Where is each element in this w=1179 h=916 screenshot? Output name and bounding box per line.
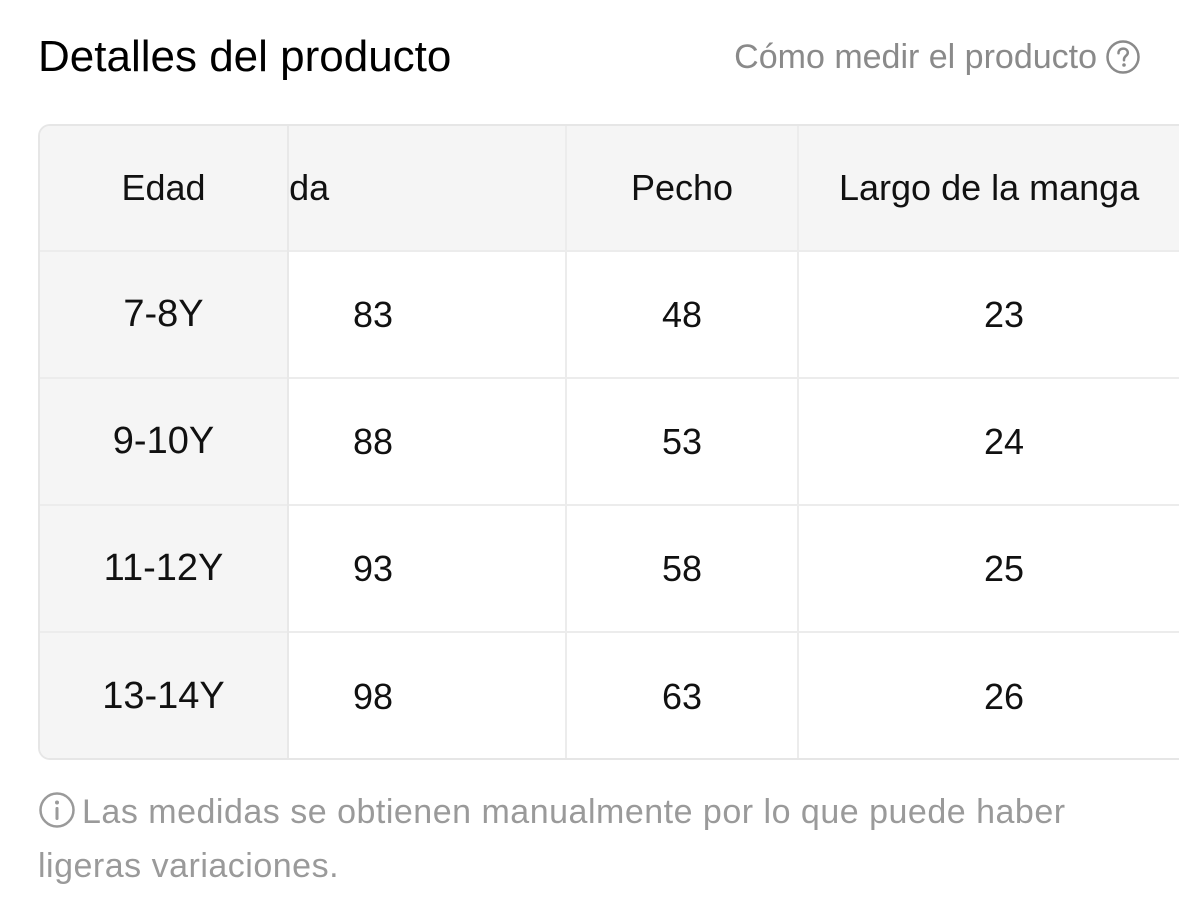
column-divider	[565, 126, 567, 758]
sleeve-length-cell: 23	[799, 252, 1179, 379]
skirt-length-cell: 83	[289, 252, 565, 379]
skirt-length-cell: 98	[353, 675, 394, 717]
how-to-measure-link[interactable]: Cómo medir el producto	[734, 36, 1141, 78]
column-divider	[797, 126, 799, 758]
skirt-length-cell: 88	[289, 379, 565, 506]
chest-cell: 58	[567, 506, 797, 633]
page-title: Detalles del producto	[38, 32, 452, 81]
size-table[interactable]: Edad 7-8Y 9-10Y 11-12Y 13-14Y Largo de l…	[38, 124, 1179, 760]
sleeve-length-cell: 24	[799, 379, 1179, 506]
age-cell: 9-10Y	[40, 379, 287, 506]
sleeve-length-cell: 26	[983, 675, 1025, 717]
table-header-age: Edad	[40, 126, 287, 252]
sleeve-length-cell: 25	[799, 506, 1179, 633]
skirt-length-cell: 93	[289, 506, 565, 633]
skirt-length-header-label: Largo de la falda	[289, 167, 330, 208]
info-circle-icon	[38, 791, 76, 842]
age-cell: 11-12Y	[40, 506, 287, 633]
measurement-note-text: Las medidas se obtienen manualmente por …	[38, 793, 1066, 885]
table-header-sleeve-length: Largo de la manga	[799, 126, 1179, 252]
table-header-skirt-length: Largo de la falda	[289, 126, 565, 252]
chest-cell: 63	[661, 675, 703, 717]
age-cell: 13-14Y	[102, 675, 225, 717]
chest-cell: 53	[567, 379, 797, 506]
measurement-note: Las medidas se obtienen manualmente por …	[38, 788, 1138, 890]
chest-cell: 48	[567, 252, 797, 379]
age-column: Edad 7-8Y 9-10Y 11-12Y 13-14Y	[40, 126, 289, 758]
how-to-measure-label: Cómo medir el producto	[734, 38, 1097, 76]
age-cell: 7-8Y	[40, 252, 287, 379]
table-scroll-area[interactable]: Largo de la falda 83 88 93 98 Pecho 48 5…	[289, 126, 1179, 758]
table-scroll-content: Largo de la falda 83 88 93 98 Pecho 48 5…	[289, 126, 1179, 758]
question-circle-icon	[1105, 39, 1141, 75]
table-header-chest: Pecho	[567, 126, 797, 252]
